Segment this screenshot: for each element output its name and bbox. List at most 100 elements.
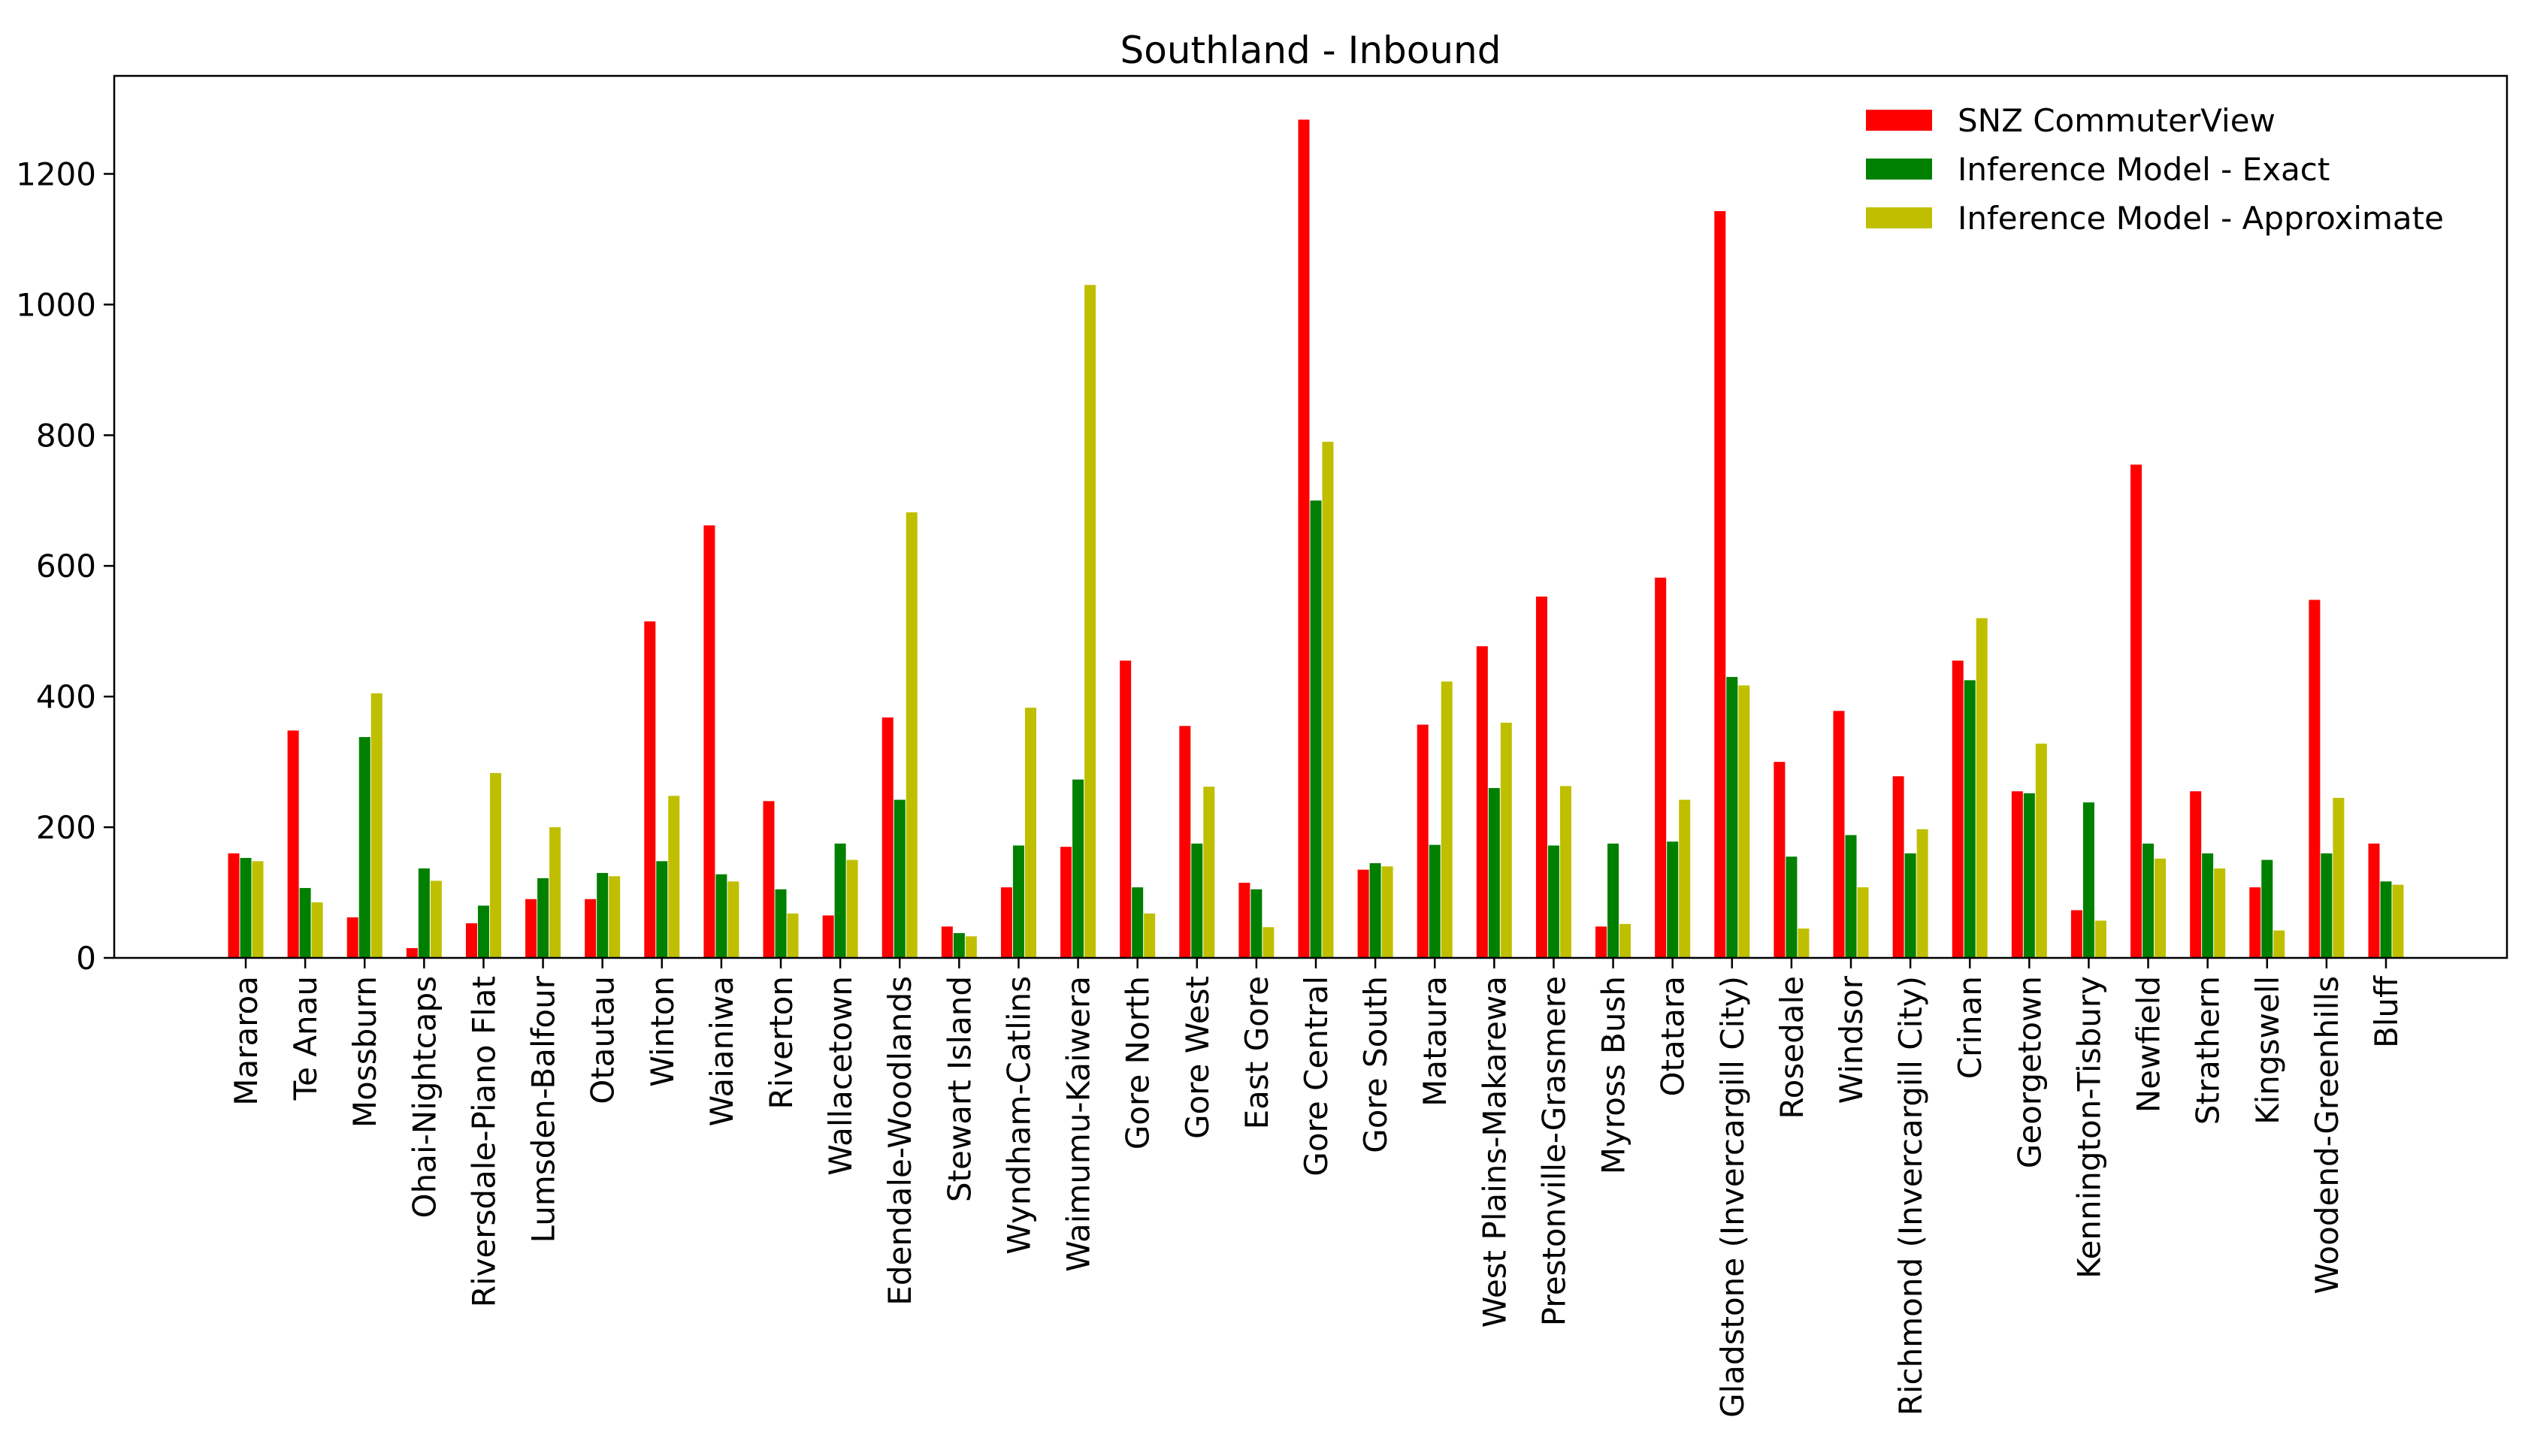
y-tick-label-6: 1200 — [16, 156, 96, 192]
legend-swatch-2 — [1866, 207, 1932, 228]
bar-0-20 — [1417, 724, 1429, 958]
bar-2-18 — [1322, 441, 1334, 958]
legend-label-1: Inference Model - Exact — [1958, 151, 2330, 188]
bar-2-9 — [787, 913, 799, 958]
bar-0-4 — [465, 923, 477, 958]
bar-2-29 — [1976, 618, 1988, 958]
bar-1-19 — [1369, 862, 1381, 958]
bar-0-23 — [1595, 926, 1607, 958]
bar-2-19 — [1381, 866, 1393, 958]
bar-0-12 — [941, 926, 953, 958]
bar-1-21 — [1488, 787, 1500, 958]
bar-0-2 — [346, 917, 358, 958]
legend-label-0: SNZ CommuterView — [1958, 102, 2276, 139]
bar-2-23 — [1619, 923, 1631, 958]
bar-1-13 — [1012, 845, 1024, 958]
bar-2-15 — [1144, 913, 1156, 958]
bar-2-25 — [1738, 685, 1750, 958]
bar-2-20 — [1441, 681, 1453, 958]
bar-2-6 — [609, 876, 621, 958]
bar-2-30 — [2035, 743, 2047, 958]
bar-2-22 — [1559, 786, 1571, 958]
x-category-label-18: Gore Central — [1298, 976, 1335, 1177]
x-category-label-24: Otatara — [1655, 976, 1692, 1096]
bar-1-18 — [1310, 500, 1322, 958]
x-category-label-27: Windsor — [1833, 975, 1870, 1104]
bar-0-9 — [763, 801, 775, 958]
x-category-label-26: Rosedale — [1774, 976, 1810, 1119]
bar-1-30 — [2023, 793, 2035, 958]
bar-0-0 — [228, 853, 240, 958]
bar-1-14 — [1072, 779, 1084, 958]
bar-1-28 — [1904, 853, 1916, 958]
x-category-label-0: Mararoa — [228, 976, 265, 1106]
x-category-label-16: Gore West — [1179, 976, 1216, 1139]
bar-1-10 — [834, 843, 846, 958]
bar-0-3 — [406, 947, 418, 958]
x-category-label-12: Stewart Island — [941, 976, 978, 1202]
x-category-label-1: Te Anau — [287, 976, 324, 1101]
bar-1-25 — [1726, 677, 1738, 958]
bar-0-25 — [1714, 211, 1726, 958]
legend-swatch-1 — [1866, 159, 1932, 180]
bar-1-17 — [1250, 889, 1262, 958]
bar-1-27 — [1845, 835, 1857, 958]
x-category-label-23: Myross Bush — [1595, 976, 1632, 1174]
bar-2-0 — [252, 861, 264, 958]
bar-2-26 — [1798, 928, 1810, 958]
x-category-label-19: Gore South — [1357, 976, 1394, 1153]
bar-2-36 — [2392, 884, 2404, 958]
x-category-label-14: Waimumu-Kaiwera — [1060, 976, 1097, 1272]
y-tick-label-1: 200 — [36, 809, 96, 846]
bar-0-22 — [1535, 597, 1547, 958]
bar-2-13 — [1024, 707, 1036, 958]
bar-1-5 — [537, 878, 549, 958]
bar-1-2 — [358, 737, 370, 958]
bar-2-34 — [2273, 930, 2285, 958]
bar-0-26 — [1774, 762, 1786, 958]
x-category-label-29: Crinan — [1952, 976, 1988, 1079]
x-category-label-6: Otautau — [585, 976, 621, 1104]
bar-1-24 — [1667, 841, 1679, 958]
bar-0-17 — [1238, 882, 1250, 958]
bar-1-32 — [2142, 843, 2155, 958]
bar-1-20 — [1429, 844, 1441, 958]
x-category-label-13: Wyndham-Catlins — [1000, 976, 1037, 1255]
plot-frame — [113, 74, 2508, 959]
bar-2-12 — [965, 936, 977, 958]
y-tick-label-3: 600 — [36, 548, 96, 585]
x-category-label-17: East Gore — [1238, 976, 1275, 1129]
bar-2-17 — [1262, 927, 1275, 958]
bar-2-2 — [370, 693, 383, 958]
x-category-label-20: Mataura — [1417, 976, 1453, 1107]
bar-1-3 — [418, 868, 430, 958]
bar-0-31 — [2070, 910, 2082, 958]
legend-swatch-0 — [1866, 110, 1932, 131]
x-category-label-34: Kingswell — [2249, 976, 2286, 1125]
bar-0-15 — [1120, 660, 1132, 958]
bar-0-1 — [287, 730, 299, 958]
bar-0-14 — [1060, 847, 1072, 958]
bar-1-23 — [1607, 843, 1619, 958]
bar-1-12 — [953, 932, 965, 958]
bar-0-8 — [703, 525, 715, 958]
legend-label-2: Inference Model - Approximate — [1958, 200, 2444, 237]
series-2 — [252, 285, 2404, 958]
bar-1-34 — [2261, 859, 2273, 958]
bar-0-21 — [1476, 646, 1488, 958]
bar-0-13 — [1000, 887, 1012, 958]
bar-1-15 — [1132, 887, 1144, 958]
x-category-label-4: Riversdale-Piano Flat — [465, 976, 502, 1307]
bar-1-36 — [2380, 881, 2392, 958]
bar-0-33 — [2190, 791, 2202, 958]
x-category-label-36: Bluff — [2368, 975, 2405, 1048]
x-category-label-5: Lumsden-Balfour — [525, 975, 562, 1243]
bar-0-29 — [1952, 660, 1964, 958]
x-category-label-15: Gore North — [1120, 976, 1157, 1149]
y-tick-label-0: 0 — [76, 940, 96, 977]
series-0 — [228, 119, 2380, 958]
bar-2-27 — [1857, 887, 1869, 958]
bar-0-36 — [2368, 843, 2380, 958]
